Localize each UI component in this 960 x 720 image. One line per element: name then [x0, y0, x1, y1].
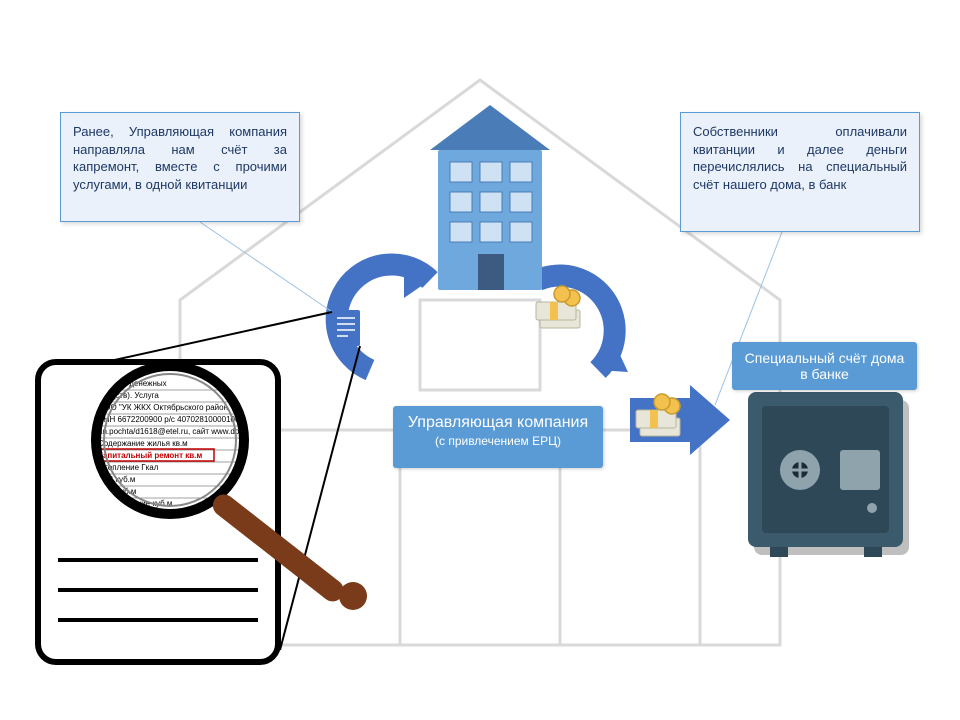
- node-company-line1: Управляющая компания: [408, 414, 588, 431]
- node-company-line2: (с привлечением ЕРЦ): [403, 434, 593, 448]
- node-company-label: Управляющая компания (с привлечением ЕРЦ…: [393, 406, 603, 468]
- svg-text:ИНН 6672200900 р/с 40702810000: ИНН 6672200900 р/с 4070281000010035: [98, 415, 249, 424]
- callout-left: Ранее, Управляющая компания направляла н…: [60, 112, 300, 222]
- callout-right-text: Собственники оплачивали квитанции и дале…: [693, 124, 907, 192]
- svg-text:ООО "УК ЖКХ Октябрьского район: ООО "УК ЖКХ Октябрьского район: [98, 403, 228, 412]
- svg-text:Капитальный ремонт кв.м: Капитальный ремонт кв.м: [98, 451, 202, 460]
- node-bank-label: Специальный счёт дома в банке: [732, 342, 917, 390]
- callout-left-text: Ранее, Управляющая компания направляла н…: [73, 124, 287, 192]
- svg-text:Содержание жилья кв.м: Содержание жилья кв.м: [98, 439, 188, 448]
- callout-right: Собственники оплачивали квитанции и дале…: [680, 112, 920, 232]
- node-bank-line1: Специальный счёт дома в банке: [745, 350, 905, 382]
